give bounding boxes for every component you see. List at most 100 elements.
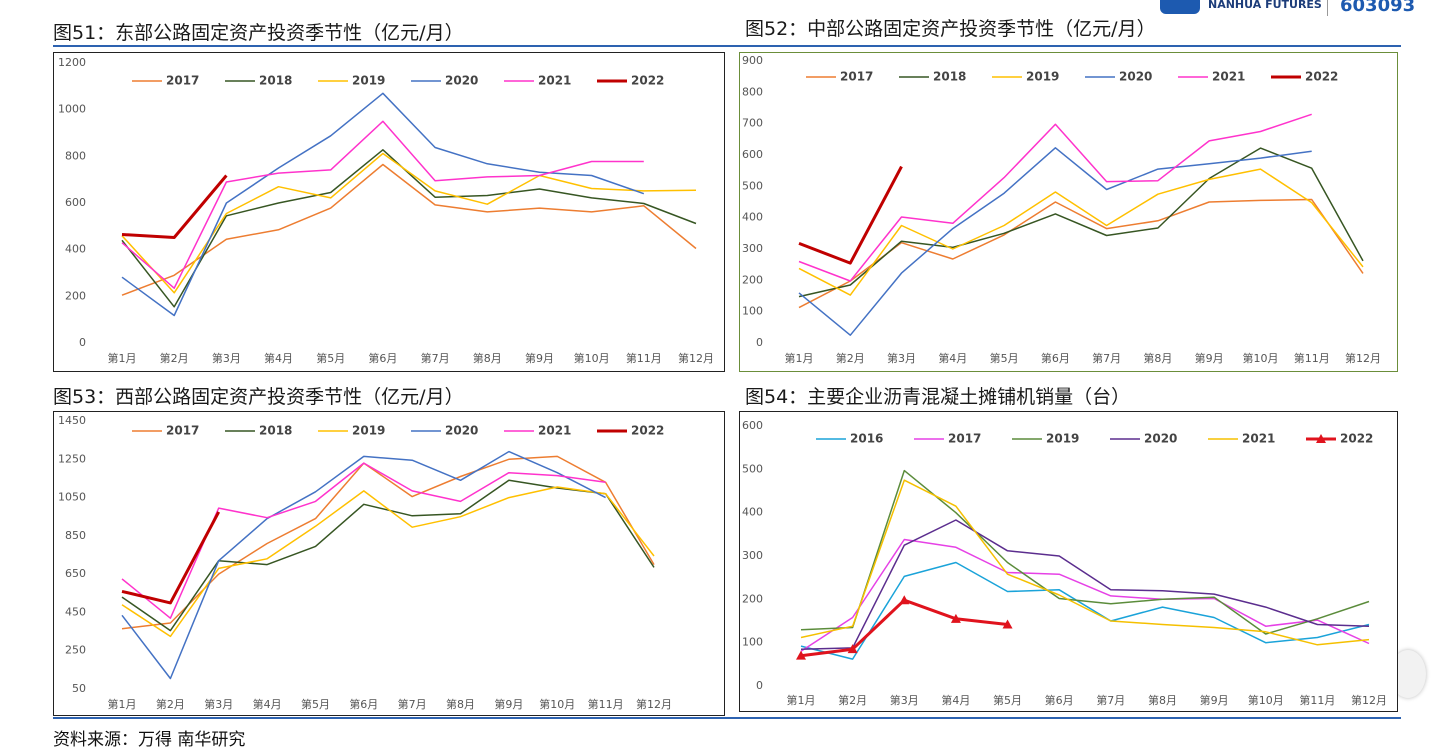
y-tick-label: 200 — [742, 592, 763, 605]
x-tick-label: 第9月 — [1200, 693, 1229, 707]
y-tick-label: 200 — [65, 289, 86, 302]
legend-label: 2017 — [840, 70, 873, 84]
chart-panel: 第1月 第2月 第3月 第4月 第5月 第6月 第7月 第8月 第9月 第10月 第11月 第12月 0… — [739, 52, 1398, 372]
x-tick-label: 第1月 — [787, 693, 816, 707]
y-tick-label: 300 — [742, 549, 763, 562]
y-tick-label: 0 — [79, 336, 86, 349]
y-tick-label: 650 — [65, 567, 86, 580]
y-tick-label: 700 — [742, 117, 763, 130]
series-line — [121, 450, 606, 680]
chart-title: 图53：西部公路固定资产投资季节性（亿元/月） — [53, 386, 464, 408]
y-tick-label: 1250 — [58, 452, 86, 465]
x-tick-label: 第3月 — [212, 351, 241, 365]
series-line — [121, 163, 697, 296]
chart: 第1月 第2月 第3月 第4月 第5月 第6月 第7月 第8月 第9月 第10月 第11月 第12月 0… — [742, 54, 1381, 365]
legend-marker — [1316, 434, 1326, 443]
x-tick-label: 第3月 — [890, 693, 919, 707]
x-tick-label: 第7月 — [398, 697, 427, 711]
point-marker — [847, 644, 858, 654]
legend-label: 2017 — [948, 432, 981, 446]
x-tick-label: 第4月 — [264, 351, 293, 365]
x-tick-label: 第10月 — [574, 351, 610, 365]
y-tick-label: 250 — [65, 644, 86, 657]
series-line — [798, 147, 1364, 298]
x-tick-label: 第3月 — [204, 697, 233, 711]
x-tick-label: 第3月 — [887, 351, 916, 365]
series-line — [121, 92, 645, 317]
x-tick-label: 第4月 — [253, 697, 282, 711]
y-tick-label: 400 — [742, 506, 763, 519]
y-tick-label: 0 — [756, 336, 763, 349]
y-tick-label: 900 — [742, 54, 763, 67]
series-line — [798, 113, 1312, 282]
legend-label: 2022 — [631, 74, 664, 88]
x-tick-label: 第2月 — [836, 351, 865, 365]
y-tick-label: 400 — [65, 243, 86, 256]
x-tick-label: 第8月 — [1148, 693, 1177, 707]
y-tick-label: 1200 — [58, 56, 86, 69]
y-tick-label: 800 — [742, 85, 763, 98]
divider — [53, 717, 1401, 719]
x-tick-label: 第12月 — [678, 351, 714, 365]
x-tick-label: 第10月 — [1242, 351, 1278, 365]
y-tick-label: 300 — [742, 242, 763, 255]
series-line — [121, 479, 655, 632]
legend-label: 2017 — [166, 74, 199, 88]
series-line — [798, 198, 1364, 309]
x-tick-label: 第11月 — [1299, 693, 1335, 707]
series-line — [121, 120, 644, 289]
chart-panel: 第1月 第2月 第3月 第4月 第5月 第6月 第7月 第8月 第9月 第10月 第11月 第12月 0… — [53, 52, 725, 372]
y-tick-label: 100 — [742, 305, 763, 318]
x-tick-label: 第9月 — [525, 351, 554, 365]
x-tick-label: 第7月 — [1096, 693, 1125, 707]
chart-title: 图54：主要企业沥青混凝土摊铺机销量（台） — [745, 386, 1131, 408]
series-line — [800, 561, 1370, 660]
x-tick-label: 第7月 — [421, 351, 450, 365]
legend-label: 2019 — [1026, 70, 1059, 84]
x-tick-label: 第9月 — [494, 697, 523, 711]
point-marker — [1002, 619, 1013, 629]
x-tick-label: 第6月 — [1045, 693, 1074, 707]
y-tick-label: 600 — [65, 196, 86, 209]
x-tick-label: 第10月 — [1248, 693, 1284, 707]
chart-panel: 第1月 第2月 第3月 第4月 第5月 第6月 第7月 第8月 第9月 第10月 第11月 第12月 5… — [53, 411, 725, 716]
legend-label: 2018 — [259, 424, 292, 438]
y-tick-label: 500 — [742, 462, 763, 475]
y-tick-label: 800 — [65, 149, 86, 162]
x-tick-label: 第8月 — [1143, 351, 1172, 365]
x-tick-label: 第2月 — [156, 697, 185, 711]
stock-code: 603093 — [1340, 0, 1416, 16]
y-tick-label: 600 — [742, 419, 763, 432]
x-tick-label: 第2月 — [160, 351, 189, 365]
series-line — [798, 168, 1364, 296]
x-tick-label: 第8月 — [473, 351, 502, 365]
x-tick-label: 第2月 — [838, 693, 867, 707]
series-line — [800, 469, 1370, 635]
y-tick-label: 0 — [756, 679, 763, 692]
logo-text: NANHUA FUTURES — [1208, 0, 1322, 11]
logo-divider — [1327, 0, 1328, 16]
legend-label: 2021 — [1212, 70, 1245, 84]
x-tick-label: 第8月 — [446, 697, 475, 711]
series-line — [798, 147, 1312, 336]
y-tick-label: 500 — [742, 179, 763, 192]
point-marker — [899, 595, 910, 605]
series-line — [798, 165, 903, 265]
y-tick-label: 1450 — [58, 414, 86, 427]
chart: 第1月 第2月 第3月 第4月 第5月 第6月 第7月 第8月 第9月 第10月 第11月 第12月 0… — [58, 56, 714, 365]
legend-label: 2021 — [538, 424, 571, 438]
x-tick-label: 第6月 — [368, 351, 397, 365]
series-line — [800, 538, 1370, 652]
chart-title: 图51：东部公路固定资产投资季节性（亿元/月） — [53, 22, 464, 44]
x-tick-label: 第6月 — [349, 697, 378, 711]
legend-label: 2019 — [352, 74, 385, 88]
series-line — [800, 519, 1370, 650]
x-tick-label: 第11月 — [626, 351, 662, 365]
y-tick-label: 100 — [742, 636, 763, 649]
legend-label: 2020 — [1144, 432, 1177, 446]
legend-label: 2019 — [352, 424, 385, 438]
x-tick-label: 第10月 — [539, 697, 575, 711]
x-tick-label: 第5月 — [316, 351, 345, 365]
legend-label: 2022 — [1305, 70, 1338, 84]
y-tick-label: 200 — [742, 273, 763, 286]
